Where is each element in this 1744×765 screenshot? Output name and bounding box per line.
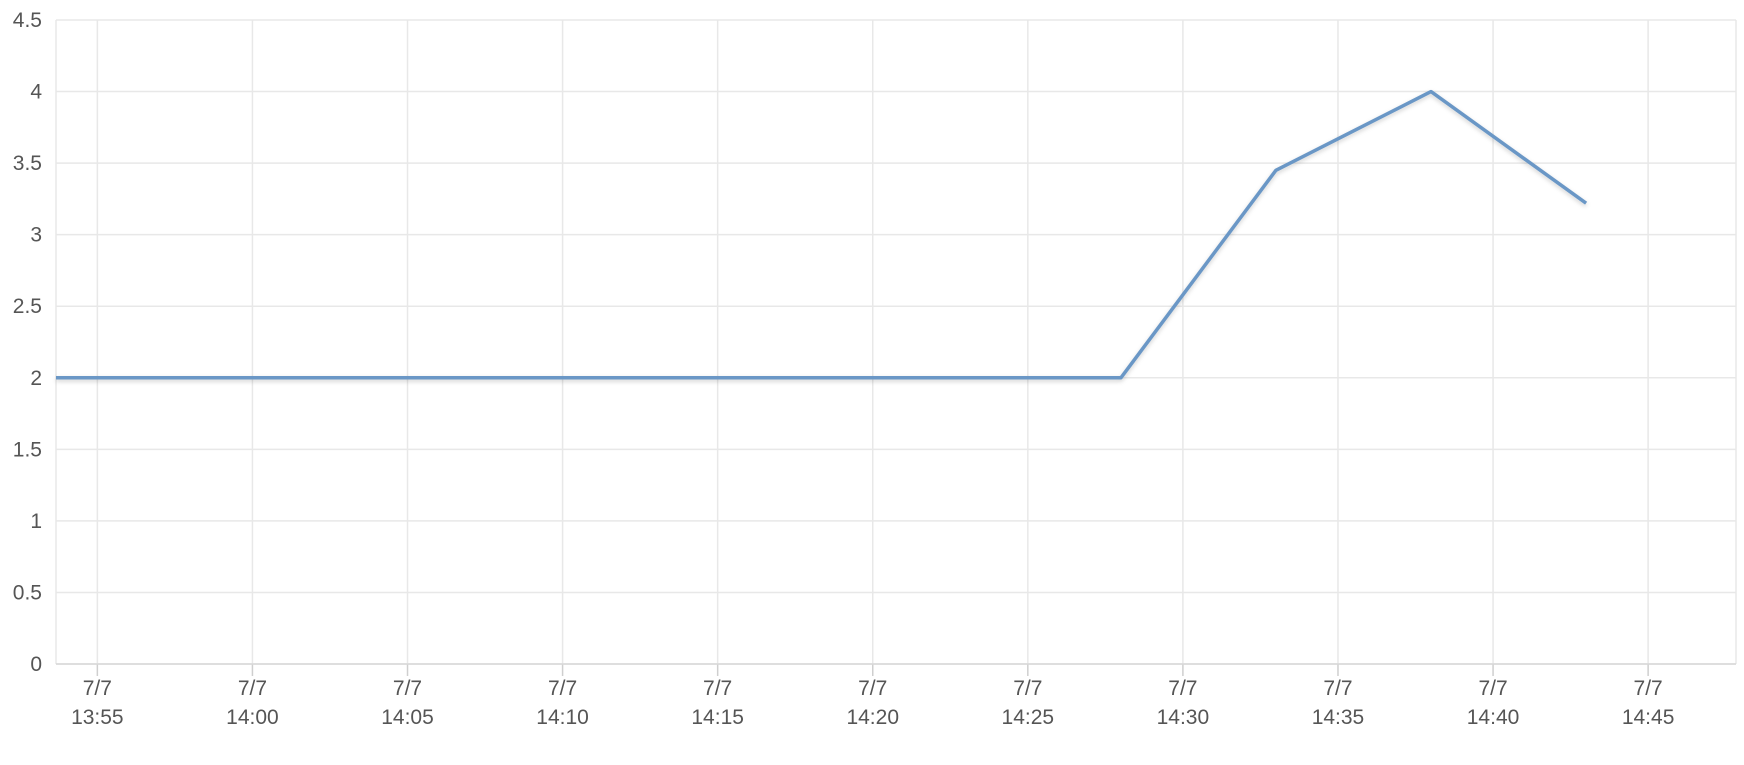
- x-tick-date: 7/7: [1013, 677, 1042, 700]
- x-tick-time: 14:05: [381, 706, 434, 729]
- y-tick-label: 3: [30, 224, 42, 247]
- y-tick-label: 2.5: [13, 295, 42, 318]
- series-line: [56, 89, 1588, 380]
- x-tick-time: 14:15: [691, 706, 744, 729]
- x-tick-time: 14:10: [536, 706, 589, 729]
- y-tick-label: 4.5: [13, 9, 42, 32]
- x-tick-time: 14:40: [1467, 706, 1520, 729]
- grid-lines: [55, 19, 1737, 676]
- x-tick-time: 13:55: [71, 706, 124, 729]
- y-tick-label: 1.5: [13, 438, 42, 461]
- x-tick-date: 7/7: [1323, 677, 1352, 700]
- x-tick-date: 7/7: [393, 677, 422, 700]
- x-tick-date: 7/7: [703, 677, 732, 700]
- x-tick-time: 14:20: [846, 706, 899, 729]
- x-tick-date: 7/7: [858, 677, 887, 700]
- axes: 0 0.5 1 1.5 2 2.5 3 3.5 4 4.5 7/7 13:55 7/7 14:00 7/7 1…: [13, 9, 1675, 729]
- y-tick-label: 1: [30, 510, 42, 533]
- x-tick-date: 7/7: [1168, 677, 1197, 700]
- x-tick-time: 14:30: [1157, 706, 1210, 729]
- y-tick-label: 2: [30, 367, 42, 390]
- y-tick-label: 0.5: [13, 581, 42, 604]
- x-tick-date: 7/7: [1634, 677, 1663, 700]
- y-tick-label: 0: [30, 653, 42, 676]
- x-tick-date: 7/7: [548, 677, 577, 700]
- x-tick-date: 7/7: [238, 677, 267, 700]
- x-tick-time: 14:00: [226, 706, 279, 729]
- x-tick-date: 7/7: [1478, 677, 1507, 700]
- y-tick-label: 4: [30, 81, 42, 104]
- series-layer: [56, 89, 1588, 380]
- x-tick-time: 14:45: [1622, 706, 1675, 729]
- y-tick-label: 3.5: [13, 152, 42, 175]
- x-tick-time: 14:35: [1312, 706, 1365, 729]
- x-tick-date: 7/7: [83, 677, 112, 700]
- x-tick-time: 14:25: [1002, 706, 1055, 729]
